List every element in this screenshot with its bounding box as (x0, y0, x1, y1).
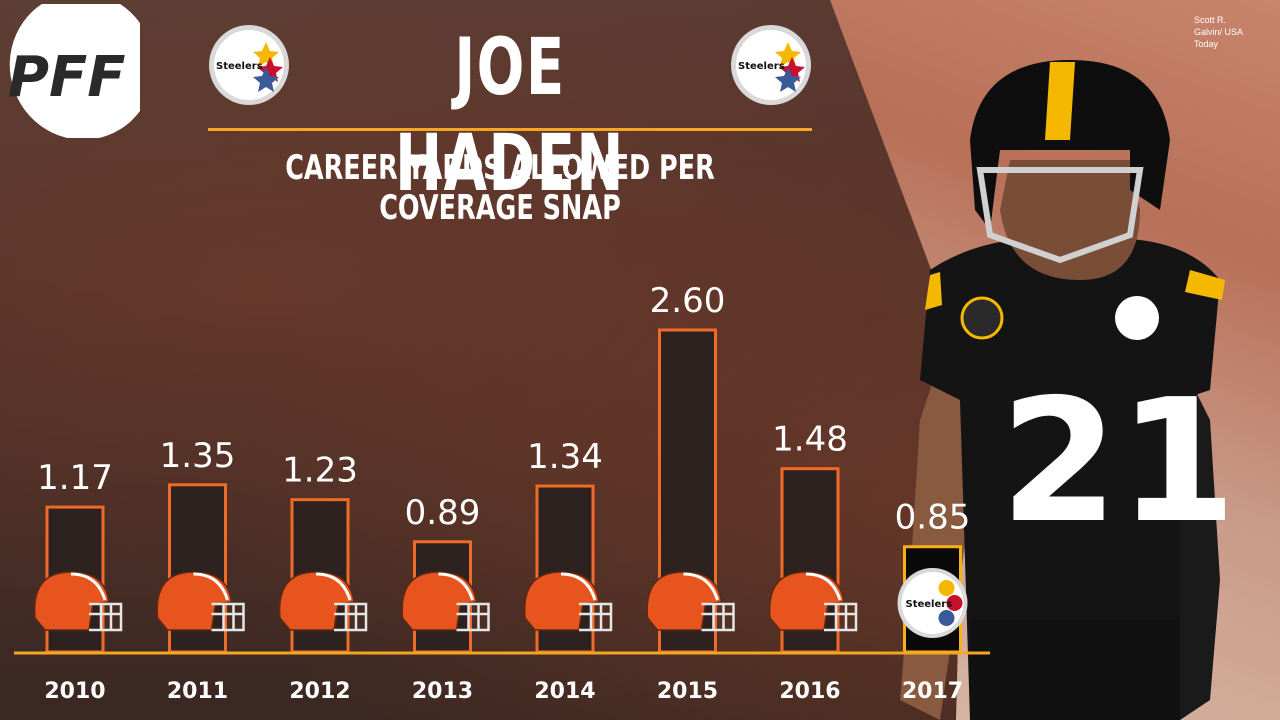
jersey-number: 21 (1000, 363, 1237, 561)
year-label-2011: 2011 (167, 679, 228, 704)
browns-helmet-shell (278, 571, 355, 631)
browns-helmet-icon-2016 (768, 571, 858, 632)
title-divider (208, 128, 812, 131)
pff-logo: PFF (8, 4, 140, 138)
labels-layer: 1.17 2010 1.35 2011 1.23 2012 0.89 2013 1.34 2014… (37, 281, 970, 704)
browns-helmet-stripe (560, 572, 597, 601)
steelers-logo-right: Steelers (731, 25, 811, 105)
steelers-icon-text: Steelers (906, 599, 953, 610)
pff-logo-text: PFF (8, 45, 126, 110)
browns-helmet-facemask (456, 602, 490, 632)
browns-helmet-facemask (824, 602, 858, 632)
browns-helmet-shell (401, 571, 478, 631)
browns-helmet-shell (33, 571, 110, 631)
value-label-2011: 1.35 (160, 436, 236, 476)
browns-helmet-shell (646, 571, 723, 631)
photo-credit: Scott R. Galvin/ USA Today (1194, 15, 1243, 49)
player-pants (970, 620, 1180, 720)
browns-helmet-icon-2013 (401, 571, 490, 632)
browns-helmet-facemask (211, 602, 245, 632)
browns-helmet-shell (156, 571, 233, 631)
value-label-2010: 1.17 (37, 458, 113, 498)
steelers-logo-right-text: Steelers (738, 61, 785, 72)
year-label-2017: 2017 (902, 679, 963, 704)
value-label-2012: 1.23 (282, 451, 358, 491)
steelers-icon-hypocycloid-red (946, 595, 963, 611)
browns-helmet-facemask (89, 602, 123, 632)
value-label-2014: 1.34 (527, 437, 603, 477)
browns-helmet-icon-2012 (278, 571, 368, 632)
browns-helmet-shell (523, 571, 600, 631)
browns-helmet-facemask (334, 602, 368, 632)
helmet-icon (970, 60, 1170, 230)
browns-helmet-stripe (70, 572, 107, 601)
browns-helmet-stripe (683, 572, 719, 601)
jersey-steelers-patch-icon (1115, 296, 1159, 340)
helmet-stripe-icon (1045, 62, 1075, 140)
player-right-sleeve (1170, 360, 1220, 720)
steelers-logo-left-text: Steelers (216, 61, 263, 72)
browns-helmet-icon-2011 (156, 571, 245, 632)
steelers-helmet-icon-2017: Steelers (897, 568, 968, 638)
chart-subtitle: CAREER YARDS ALLOWED PER COVERAGE SNAP (285, 148, 715, 228)
browns-helmet-stripe (193, 572, 229, 601)
year-label-2013: 2013 (412, 679, 473, 704)
value-label-2016: 1.48 (772, 420, 848, 460)
team-icons-layer: Steelers (33, 568, 968, 638)
year-label-2012: 2012 (289, 679, 350, 704)
value-label-2015: 2.60 (650, 281, 726, 321)
browns-helmet-stripe (438, 572, 474, 601)
value-label-2013: 0.89 (405, 493, 481, 533)
steelers-logo-left: Steelers (209, 25, 289, 105)
shoulder-stripe-left-icon (925, 272, 942, 310)
player-jersey (920, 238, 1220, 720)
shoulder-stripe-icon (1185, 270, 1225, 300)
browns-helmet-icon-2010 (33, 571, 123, 632)
value-label-2017: 0.85 (895, 498, 971, 538)
steelers-icon-hypocycloid-yellow (938, 580, 955, 596)
browns-helmet-stripe (805, 572, 842, 601)
facemask-icon (976, 167, 1144, 264)
browns-helmet-icon-2014 (523, 571, 613, 632)
player-image: 21 (900, 60, 1237, 720)
browns-helmet-shell (768, 571, 845, 631)
steelers-icon-hypocycloid-blue (938, 610, 955, 626)
chart-title: JOE HADEN (395, 23, 625, 209)
jersey-memorial-patch-icon (960, 296, 1004, 340)
year-label-2015: 2015 (657, 679, 718, 704)
browns-helmet-facemask (701, 602, 735, 632)
browns-helmet-facemask (579, 602, 613, 632)
browns-helmet-icon-2015 (646, 571, 735, 632)
year-label-2016: 2016 (779, 679, 840, 704)
browns-helmet-stripe (315, 572, 352, 601)
year-label-2010: 2010 (44, 679, 105, 704)
year-label-2014: 2014 (534, 679, 595, 704)
